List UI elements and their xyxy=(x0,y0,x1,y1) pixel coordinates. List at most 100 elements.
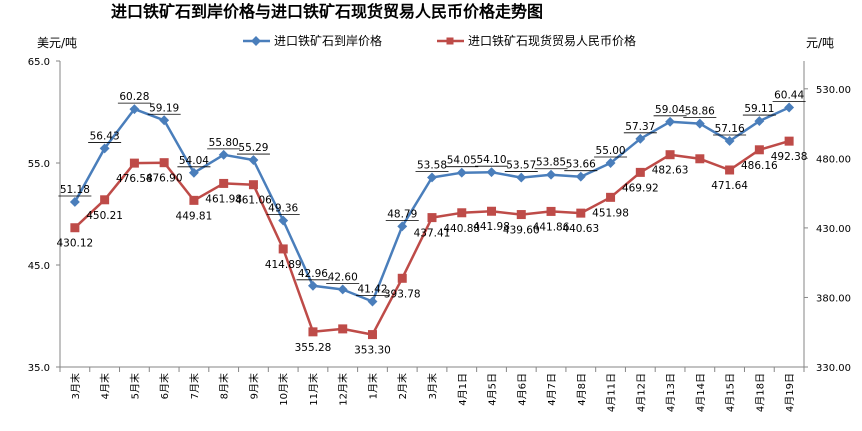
legend-label-series-1: 进口铁矿石到岸价格 xyxy=(274,33,382,48)
data-point xyxy=(278,244,288,254)
right-tick-label: 530.00 xyxy=(816,85,851,96)
x-tick-label: 11月末 xyxy=(307,373,320,406)
axes: 35.0 45.0 55.0 65.0 330.00 380.00 430.00 480.00… xyxy=(28,57,851,412)
data-label: 482.63 xyxy=(652,165,689,177)
data-point xyxy=(575,171,586,182)
data-label: 393.78 xyxy=(384,288,421,300)
x-tick-label: 10月末 xyxy=(277,373,290,406)
data-point xyxy=(486,167,497,178)
data-label: 57.37 xyxy=(625,121,655,133)
data-label: 54.10 xyxy=(476,154,506,166)
data-point xyxy=(457,208,467,218)
data-point xyxy=(784,102,795,113)
x-tick-label: 4月7日 xyxy=(546,373,558,406)
data-label: 59.04 xyxy=(655,104,685,116)
data-point xyxy=(278,215,289,226)
data-point xyxy=(605,158,616,168)
data-label: 414.89 xyxy=(265,259,302,271)
data-point xyxy=(427,213,437,223)
data-point xyxy=(456,167,467,178)
x-tick-label: 4月18日 xyxy=(754,373,766,412)
x-tick-label: 4月13日 xyxy=(665,373,677,412)
data-point xyxy=(576,208,586,218)
data-label: 440.88 xyxy=(443,223,480,235)
data-point xyxy=(665,116,676,127)
x-tick-label: 4月6日 xyxy=(516,373,528,406)
data-point xyxy=(129,158,139,168)
data-point xyxy=(159,115,170,126)
data-point xyxy=(69,197,80,207)
data-label: 55.29 xyxy=(238,142,268,154)
data-point xyxy=(99,143,110,154)
data-label: 59.19 xyxy=(149,102,179,114)
data-point xyxy=(159,158,169,168)
data-point xyxy=(129,104,140,115)
data-point xyxy=(70,223,80,233)
data-label: 441.86 xyxy=(533,221,570,233)
data-point xyxy=(308,327,318,337)
series-line-1 xyxy=(73,106,790,303)
data-label: 451.98 xyxy=(592,207,629,219)
right-tick-label: 380.00 xyxy=(816,293,851,304)
data-point xyxy=(189,195,199,205)
x-tick-label: 8月末 xyxy=(218,373,231,399)
left-tick-label: 45.0 xyxy=(28,261,50,272)
left-tick-label: 65.0 xyxy=(28,57,50,68)
data-label: 60.44 xyxy=(774,90,804,102)
data-label: 59.11 xyxy=(744,103,774,115)
x-tick-label: 4月末 xyxy=(99,373,112,399)
data-label: 58.86 xyxy=(685,106,715,118)
legend-marker-series-1 xyxy=(251,36,261,46)
x-tick-label: 4月15日 xyxy=(725,373,737,412)
data-label: 441.98 xyxy=(473,221,510,233)
data-label: 469.92 xyxy=(622,182,659,194)
left-tick-label: 35.0 xyxy=(28,363,50,374)
data-point xyxy=(784,136,794,146)
data-label: 53.57 xyxy=(506,160,536,172)
data-label: 53.58 xyxy=(417,159,447,171)
x-tick-label: 4月19日 xyxy=(784,373,796,412)
data-point xyxy=(397,273,407,283)
data-label: 355.28 xyxy=(295,342,332,354)
data-point xyxy=(546,169,556,180)
right-tick-label: 430.00 xyxy=(816,224,851,235)
data-label: 41.42 xyxy=(357,284,387,296)
data-label: 56.43 xyxy=(90,130,120,142)
data-label: 439.60 xyxy=(503,225,540,237)
data-point xyxy=(754,116,765,127)
x-tick-label: 1月末 xyxy=(366,373,379,399)
x-tick-label: 6月末 xyxy=(158,373,171,399)
data-label: 450.21 xyxy=(86,210,123,222)
data-label: 57.16 xyxy=(715,123,745,135)
right-tick-label: 480.00 xyxy=(816,154,851,165)
data-point xyxy=(337,284,348,295)
data-label: 486.16 xyxy=(741,160,778,172)
data-label: 471.64 xyxy=(711,180,748,192)
data-point xyxy=(367,330,377,340)
data-point xyxy=(695,154,705,164)
data-label: 492.38 xyxy=(771,151,808,163)
data-point xyxy=(219,178,229,188)
data-point xyxy=(635,133,646,144)
data-label: 55.80 xyxy=(209,137,239,149)
data-label: 49.36 xyxy=(268,203,298,215)
data-point xyxy=(427,172,437,183)
data-point xyxy=(248,180,258,190)
data-point xyxy=(218,149,229,160)
x-tick-label: 4月5日 xyxy=(487,373,499,406)
legend-marker-series-2 xyxy=(446,37,454,45)
data-label: 449.81 xyxy=(176,210,213,222)
series-markers xyxy=(69,102,795,340)
x-tick-label: 5月末 xyxy=(128,373,141,399)
x-tick-label: 2月末 xyxy=(396,373,409,399)
data-label: 461.98 xyxy=(205,193,242,205)
data-point xyxy=(724,136,735,146)
x-tick-label: 4月12日 xyxy=(635,373,647,412)
data-label: 440.63 xyxy=(562,223,599,235)
legend-label-series-2: 进口铁矿石现货贸易人民币价格 xyxy=(468,33,636,48)
data-point xyxy=(694,118,705,129)
x-tick-label: 4月11日 xyxy=(606,373,618,412)
left-axis-unit: 美元/吨 xyxy=(37,36,77,50)
x-tick-label: 3月末 xyxy=(69,373,82,399)
